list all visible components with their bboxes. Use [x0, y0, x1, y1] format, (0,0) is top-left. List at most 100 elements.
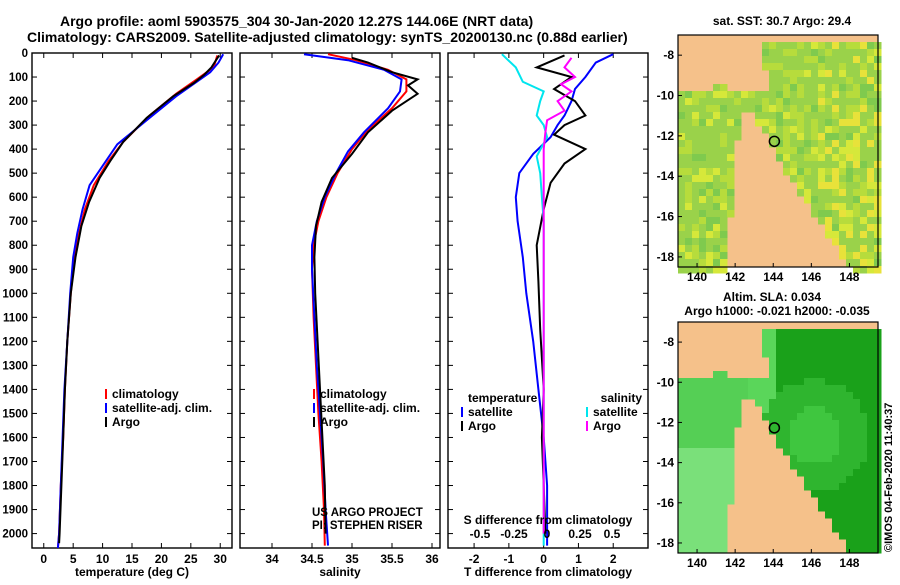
sla-cell: [818, 441, 826, 449]
sla-cell: [692, 546, 700, 554]
sla-cell: [818, 483, 826, 491]
x-tick-label: 36: [425, 552, 439, 566]
sst-cell: [699, 98, 707, 106]
sst-cell: [860, 266, 868, 274]
sla-cell: [692, 399, 700, 407]
sst-cell: [776, 63, 784, 71]
sla-cell: [790, 448, 798, 456]
sst-cell: [734, 133, 742, 141]
sla-cell: [678, 413, 686, 421]
sst-cell: [846, 238, 854, 246]
sst-cell: [853, 238, 861, 246]
sla-cell: [699, 462, 707, 470]
sst-cell: [678, 140, 686, 148]
sla-cell: [685, 399, 693, 407]
sla-cell: [734, 420, 742, 428]
map-y-tick-label: -16: [657, 496, 675, 510]
figure-title-line2: Climatology: CARS2009. Satellite-adjuste…: [27, 29, 628, 45]
sst-cell: [846, 217, 854, 225]
sla-cell: [818, 476, 826, 484]
sst-cell: [776, 147, 784, 155]
sst-cell: [825, 112, 833, 120]
sst-cell: [846, 84, 854, 92]
sla-cell: [797, 392, 805, 400]
sla-cell: [860, 497, 868, 505]
sla-cell: [685, 413, 693, 421]
sst-cell: [867, 84, 875, 92]
sst-cell: [748, 98, 756, 106]
sla-cell: [853, 539, 861, 547]
sla-cell: [783, 441, 791, 449]
sst-cell: [818, 70, 826, 78]
sla-cell: [762, 385, 770, 393]
sla-cell: [825, 504, 833, 512]
sst-cell: [720, 84, 728, 92]
sst-cell: [720, 175, 728, 183]
sst-cell: [839, 49, 847, 57]
sla-cell: [853, 497, 861, 505]
sla-cell: [741, 385, 749, 393]
sla-cell: [860, 539, 868, 547]
sst-cell: [860, 238, 868, 246]
y-tick-label: 1500: [2, 408, 28, 420]
sst-cell: [825, 133, 833, 141]
sla-cell: [692, 511, 700, 519]
sla-cell: [706, 497, 714, 505]
legend-label: satellite-adj. clim.: [112, 401, 212, 415]
sla-cell: [867, 385, 875, 393]
sla-cell: [713, 434, 721, 442]
sla-cell: [678, 490, 686, 498]
sst-cell: [706, 210, 714, 218]
sla-cell: [832, 497, 840, 505]
sla-cell: [825, 420, 833, 428]
sla-cell: [839, 378, 847, 386]
sst-cell: [797, 112, 805, 120]
sla-cell: [832, 392, 840, 400]
sla-cell: [846, 455, 854, 463]
sst-cell: [867, 196, 875, 204]
sst-cell: [818, 168, 826, 176]
sla-cell: [867, 518, 875, 526]
sst-cell: [720, 154, 728, 162]
sla-cell: [678, 511, 686, 519]
sst-cell: [699, 133, 707, 141]
sla-cell: [867, 434, 875, 442]
sst-cell: [692, 231, 700, 239]
sst-cell: [734, 126, 742, 134]
sla-cell: [832, 525, 840, 533]
sst-cell: [832, 210, 840, 218]
sst-cell: [769, 63, 777, 71]
sla-cell: [783, 399, 791, 407]
sst-cell: [713, 154, 721, 162]
sst-cell: [853, 42, 861, 50]
sla-cell: [790, 385, 798, 393]
sla-cell: [825, 455, 833, 463]
sla-cell: [783, 406, 791, 414]
sla-cell: [860, 490, 868, 498]
sst-cell: [867, 119, 875, 127]
sst-cell: [706, 168, 714, 176]
sst-cell: [818, 154, 826, 162]
sla-cell: [685, 406, 693, 414]
sla-cell: [727, 483, 735, 491]
sst-cell: [776, 112, 784, 120]
sla-cell: [699, 448, 707, 456]
y-tick-label: 500: [9, 168, 28, 180]
sst-cell: [783, 56, 791, 64]
legend-label: satellite: [468, 405, 513, 419]
sst-cell: [699, 119, 707, 127]
sst-cell: [825, 224, 833, 232]
sla-cell: [846, 483, 854, 491]
sst-cell: [853, 210, 861, 218]
sla-cell: [839, 483, 847, 491]
sst-cell: [706, 252, 714, 260]
x-axis-label: T difference from climatology: [464, 565, 632, 579]
sst-cell: [769, 126, 777, 134]
sst-cell: [846, 182, 854, 190]
sst-cell: [762, 112, 770, 120]
sla-cell: [846, 364, 854, 372]
sst-cell: [797, 49, 805, 57]
sla-cell: [678, 441, 686, 449]
sla-cell: [804, 441, 812, 449]
sst-cell: [790, 77, 798, 85]
